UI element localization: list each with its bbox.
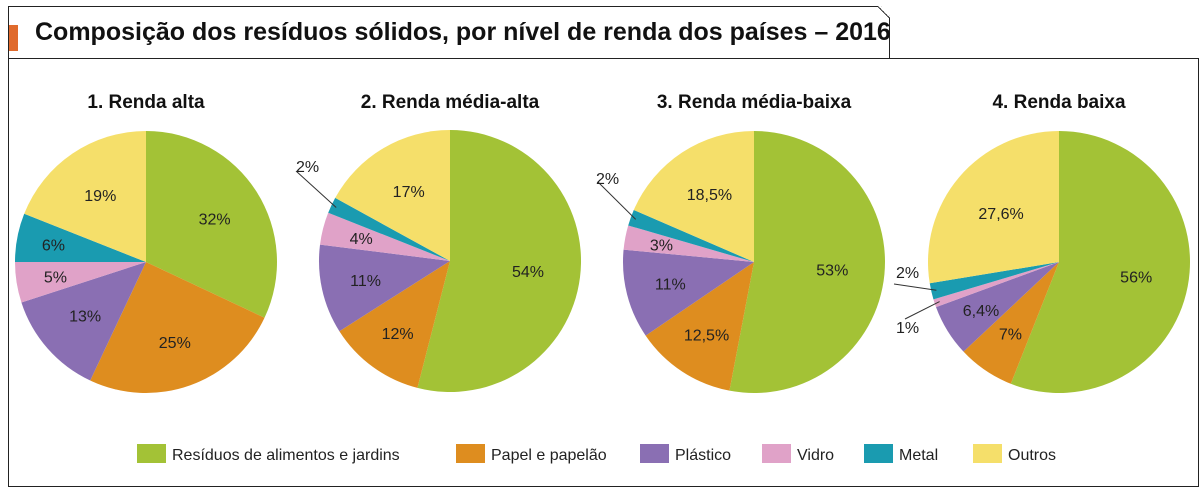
slice-label-4-residuos-de-alimentos-e-jardins: 56% bbox=[1120, 270, 1152, 287]
slice-3-metal bbox=[628, 209, 754, 262]
slice-label-3-vidro: 3% bbox=[650, 237, 673, 254]
slice-label-1-metal: 6% bbox=[42, 237, 65, 254]
legend-label-vidro: Vidro bbox=[797, 447, 834, 464]
slice-label-3-residuos-de-alimentos-e-jardins: 53% bbox=[816, 262, 848, 279]
slice-label-3-papel-e-papelao: 12,5% bbox=[684, 327, 729, 344]
slice-label-4-vidro: 1% bbox=[896, 320, 919, 337]
slice-label-4-outros: 27,6% bbox=[978, 206, 1023, 223]
legend: Resíduos de alimentos e jardins Papel e p… bbox=[137, 444, 1056, 464]
legend-label-plastico: Plástico bbox=[675, 447, 731, 464]
slice-2-papel-e-papelao bbox=[339, 261, 450, 388]
slice-1-vidro bbox=[15, 262, 146, 303]
slice-label-2-metal: 2% bbox=[296, 159, 319, 176]
slice-2-vidro bbox=[320, 212, 450, 261]
slice-label-2-plastico: 11% bbox=[350, 273, 381, 290]
chart-title-4: 4. Renda baixa bbox=[992, 92, 1125, 113]
slice-3-papel-e-papelao bbox=[645, 262, 754, 391]
slice-label-1-papel-e-papelao: 25% bbox=[159, 335, 191, 352]
slice-3-plastico bbox=[622, 249, 754, 336]
slice-2-metal bbox=[328, 197, 450, 261]
pie-chart-2: 2. Renda média-alta 54% 12% 11% 4% 2% 17% bbox=[295, 92, 582, 392]
slice-label-3-metal: 2% bbox=[596, 171, 619, 188]
legend-swatch-papel-e-papelao bbox=[456, 444, 485, 463]
slice-2-plastico bbox=[318, 244, 450, 332]
slice-2-residuos-de-alimentos-e-jardins bbox=[417, 130, 582, 392]
callout-line-4-metal bbox=[893, 283, 937, 291]
legend-label-papel-e-papelao: Papel e papelão bbox=[491, 447, 607, 464]
slice-label-1-outros: 19% bbox=[84, 188, 116, 205]
legend-swatch-metal bbox=[864, 444, 893, 463]
slice-3-vidro bbox=[623, 225, 754, 262]
pie-chart-1: 1. Renda alta 32% 25% 13% 5% 6% 19% bbox=[15, 92, 277, 393]
legend-swatch-outros bbox=[973, 444, 1002, 463]
legend-label-outros: Outros bbox=[1008, 447, 1056, 464]
title-tab bbox=[8, 6, 890, 59]
slice-label-4-metal: 2% bbox=[896, 265, 919, 282]
slice-1-residuos-de-alimentos-e-jardins bbox=[146, 131, 277, 318]
legend-swatch-vidro bbox=[762, 444, 791, 463]
legend-label-residuos-de-alimentos-e-jardins: Resíduos de alimentos e jardins bbox=[172, 447, 400, 464]
slice-1-plastico bbox=[21, 262, 146, 381]
slice-1-papel-e-papelao bbox=[90, 262, 265, 393]
page-title: Composição dos resíduos sólidos, por nív… bbox=[35, 18, 891, 46]
slice-label-4-plastico: 6,4% bbox=[963, 303, 999, 320]
chart-title-2: 2. Renda média-alta bbox=[361, 92, 540, 113]
slice-label-2-outros: 17% bbox=[393, 184, 425, 201]
slice-label-3-outros: 18,5% bbox=[687, 187, 732, 204]
slice-label-1-plastico: 13% bbox=[69, 309, 101, 326]
slice-1-metal bbox=[15, 213, 146, 262]
slice-1-outros bbox=[24, 131, 147, 262]
callout-line-4-vidro bbox=[904, 301, 940, 320]
slice-4-vidro bbox=[933, 262, 1059, 308]
slice-label-2-residuos-de-alimentos-e-jardins: 54% bbox=[512, 264, 544, 281]
slice-3-outros bbox=[633, 131, 754, 262]
legend-label-metal: Metal bbox=[899, 447, 938, 464]
slice-4-papel-e-papelao bbox=[963, 262, 1059, 384]
slice-3-residuos-de-alimentos-e-jardins bbox=[729, 131, 885, 393]
legend-swatch-plastico bbox=[640, 444, 669, 463]
slice-4-plastico bbox=[936, 262, 1059, 352]
title-accent-bar bbox=[9, 25, 18, 51]
slice-label-4-papel-e-papelao: 7% bbox=[999, 327, 1022, 344]
chart-title-1: 1. Renda alta bbox=[87, 92, 205, 113]
pie-chart-3: 3. Renda média-baixa 53% 12,5% 11% 3% 2% 18,5% bbox=[596, 92, 885, 393]
slice-4-outros bbox=[927, 130, 1059, 284]
slice-label-2-vidro: 4% bbox=[350, 231, 373, 248]
callout-line-2-metal bbox=[295, 170, 337, 208]
chart-title-3: 3. Renda média-baixa bbox=[657, 92, 852, 113]
slice-4-metal bbox=[929, 262, 1059, 300]
callout-line-3-metal bbox=[597, 181, 637, 220]
slice-label-1-residuos-de-alimentos-e-jardins: 32% bbox=[199, 212, 231, 229]
pie-chart-4: 4. Renda baixa 56% 7%6,4% 1% 2% 27,6% bbox=[893, 92, 1191, 393]
legend-swatch-residuos-de-alimentos-e-jardins bbox=[137, 444, 166, 463]
slice-label-2-papel-e-papelao: 12% bbox=[382, 326, 414, 343]
slice-label-1-vidro: 5% bbox=[44, 269, 67, 286]
slice-4-residuos-de-alimentos-e-jardins bbox=[1010, 131, 1191, 393]
slice-2-outros bbox=[335, 130, 450, 261]
slice-label-3-plastico: 11% bbox=[655, 277, 686, 294]
